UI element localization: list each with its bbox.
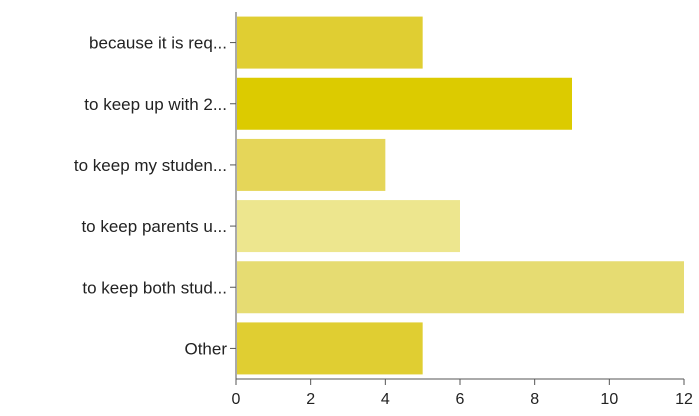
x-tick-label-5: 10: [600, 391, 618, 408]
category-label-2: to keep my studen...: [74, 156, 227, 175]
bar-1: [237, 77, 572, 130]
bar-2: [237, 138, 386, 191]
bar-3: [237, 200, 460, 253]
x-tick-label-3: 6: [456, 391, 465, 408]
bar-0: [237, 16, 423, 69]
category-label-3: to keep parents u...: [81, 217, 227, 236]
category-label-0: because it is req...: [89, 34, 227, 53]
x-tick-label-4: 8: [530, 391, 539, 408]
x-tick-label-0: 0: [232, 391, 241, 408]
axes-layer: [230, 12, 685, 385]
bars-layer: [237, 16, 684, 375]
x-tick-label-6: 12: [675, 391, 693, 408]
category-label-5: Other: [184, 339, 227, 358]
bar-5: [237, 322, 423, 375]
bar-4: [237, 261, 684, 314]
category-label-1: to keep up with 2...: [84, 95, 227, 114]
x-tick-label-1: 2: [306, 391, 315, 408]
category-label-4: to keep both stud...: [82, 278, 227, 297]
labels-layer: because it is req... to keep up with 2...…: [74, 34, 693, 408]
x-tick-label-2: 4: [381, 391, 390, 408]
